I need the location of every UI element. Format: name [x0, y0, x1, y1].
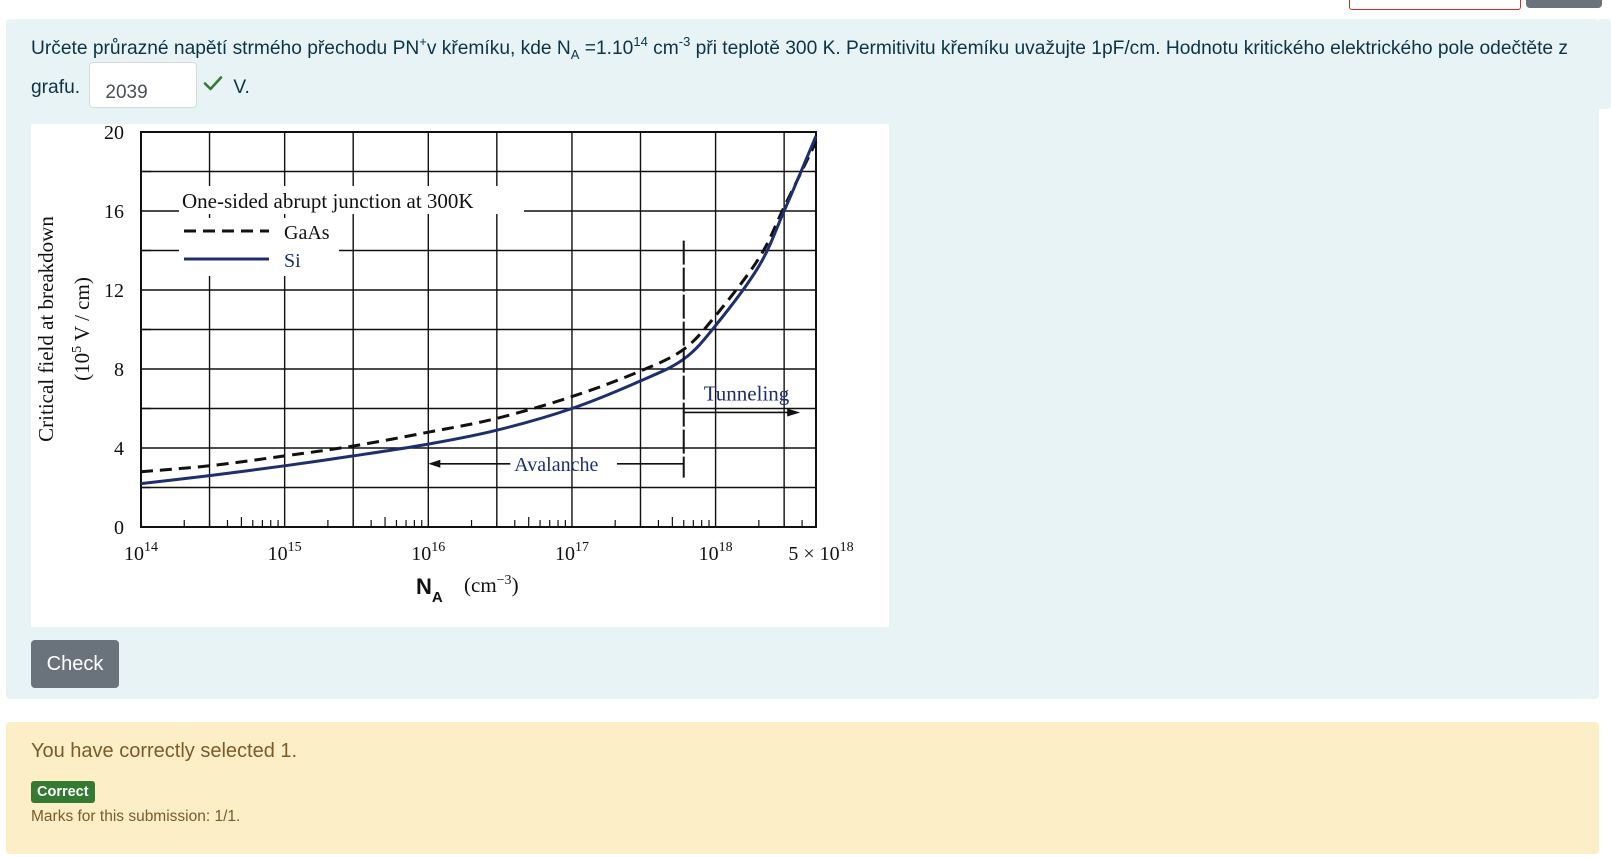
y-tick-label: 8	[114, 359, 124, 381]
chart-annotations: Avalanche Tunneling	[428, 240, 801, 478]
top-outline-button[interactable]	[1349, 0, 1521, 10]
feedback-message: You have correctly selected 1.	[31, 740, 298, 762]
y-tick-label: 12	[104, 280, 124, 302]
superscript-exponent: 14	[633, 33, 648, 49]
avalanche-arrowhead	[428, 459, 441, 468]
top-nav-button[interactable]	[1526, 0, 1602, 8]
question-part-4: cm	[647, 38, 679, 59]
x-minor-ticks	[141, 170, 803, 527]
critical-field-chart: 0 4 8 12 16 20 1014 1015 1016 1017 1018 5 × 1018 O…	[31, 124, 889, 627]
x-tick-label: 1017	[555, 540, 589, 565]
superscript-plus: +	[419, 33, 427, 49]
checkmark-icon	[203, 67, 223, 105]
y-axis-title: Critical field at breakdown	[34, 216, 58, 442]
x-tick-label: 1015	[268, 540, 302, 565]
x-axis-title: NA	[416, 574, 443, 606]
x-axis-units: (cm−3)	[464, 573, 519, 597]
legend-title: One-sided abrupt junction at 300K	[182, 189, 474, 213]
x-tick-label: 5 × 1018	[788, 540, 853, 565]
chart-series	[140, 135, 818, 486]
answer-input[interactable]: 2039	[89, 62, 198, 108]
question-part-3: =1.10	[579, 38, 634, 59]
check-button[interactable]: Check	[31, 640, 119, 688]
plot-frame	[140, 131, 817, 528]
avalanche-label: Avalanche	[514, 454, 598, 476]
question-part-2: v křemíku, kde N	[426, 38, 571, 59]
legend-bg	[179, 218, 339, 276]
x-tick-label: 1014	[124, 540, 158, 565]
y-tick-label: 0	[114, 517, 124, 539]
x-tick-label: 1018	[699, 540, 733, 565]
question-part-1: Určete průrazné napětí strmého přechodu …	[31, 38, 420, 59]
y-tick-label: 4	[114, 438, 124, 460]
series-line-gaas	[140, 141, 818, 474]
tunneling-label: Tunneling	[704, 381, 790, 405]
y-axis-units: (105 V / cm)	[70, 277, 94, 381]
y-tick-label: 20	[104, 124, 124, 144]
question-part-5: při teplotě 300 K. Permitivitu křemíku u…	[31, 38, 1569, 99]
correct-badge: Correct	[31, 781, 95, 803]
y-tick-label: 16	[104, 201, 124, 223]
y-tick-labels: 0 4 8 12 16 20	[104, 124, 124, 539]
tunneling-arrowhead	[787, 408, 801, 417]
superscript-unit: -3	[678, 33, 691, 49]
marks-text: Marks for this submission: 1/1.	[31, 808, 241, 825]
question-text: Určete průrazné napětí strmého přechodu …	[31, 30, 1591, 108]
x-tick-labels: 1014 1015 1016 1017 1018 5 × 1018	[124, 540, 854, 565]
subscript-a: A	[570, 46, 580, 62]
feedback-panel	[6, 722, 1599, 854]
legend-si-label: Si	[284, 250, 301, 272]
legend-gaas-label: GaAs	[284, 222, 330, 244]
question-panel-edge	[1599, 19, 1611, 109]
x-tick-label: 1016	[411, 540, 445, 565]
legend-title-bg	[179, 186, 524, 214]
series-line-si	[140, 135, 818, 486]
answer-unit: V.	[233, 77, 250, 99]
